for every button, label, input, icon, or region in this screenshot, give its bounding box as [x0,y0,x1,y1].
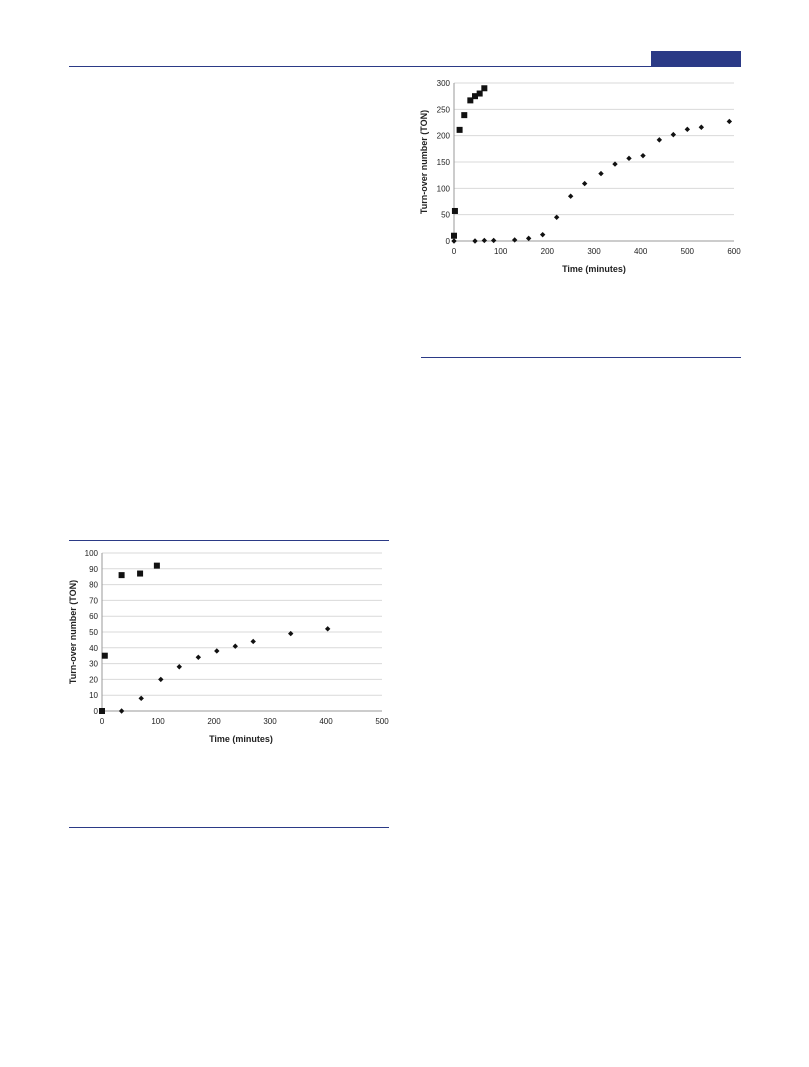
header-rule [69,66,741,67]
x-tick-labels: 0 100 200 300 400 500 600 [452,247,741,256]
chart-grid [454,82,734,216]
square-data-point [451,232,457,239]
x-tick-labels: 0 100 200 300 400 500 [100,717,389,726]
square-data-point [456,126,463,133]
square-data-point [467,97,474,104]
x-tick-label: 100 [494,247,508,256]
square-data-point [101,652,108,659]
y-tick-label: 100 [85,549,99,558]
diamond-data-point [698,124,705,130]
x-tick-label: 300 [263,717,277,726]
diamond-data-point [481,237,488,244]
diamond-data-point [640,152,646,159]
diamond-data-point [214,648,220,654]
diamond-data-point [684,126,691,133]
diamond-data-point [726,118,733,125]
y-tick-label: 90 [89,565,98,574]
diamond-data-point [581,180,588,187]
diamond-data-point [195,654,202,660]
diamond-data-point [525,235,532,242]
x-tick-label: 600 [727,247,741,256]
square-data-point [99,708,105,714]
diamond-data-point [598,170,604,177]
y-axis-title: Turn-over number (TON) [419,110,429,214]
x-axis-title: Time (minutes) [209,734,273,744]
chart-axes [101,553,382,712]
square-data-point [137,570,144,577]
diamond-data-point [324,626,331,632]
x-tick-label: 400 [319,717,333,726]
square-data-point [118,572,125,579]
y-tick-label: 250 [437,105,451,114]
diamond-data-point [158,676,164,683]
y-tick-label: 40 [89,644,98,653]
figure-2-top-rule [69,540,389,541]
y-tick-label: 60 [89,612,98,621]
data-points [99,562,331,714]
diamond-data-point [490,237,497,244]
diamond-data-point [451,238,457,244]
square-data-point [451,207,458,214]
y-tick-label: 200 [437,132,451,141]
square-data-point [472,93,478,100]
y-tick-label: 300 [437,79,451,88]
x-tick-label: 200 [541,247,555,256]
diamond-data-point [656,137,663,143]
square-data-point [461,112,468,119]
y-tick-label: 70 [89,596,98,605]
header-accent-block [651,51,741,66]
x-tick-label: 500 [681,247,695,256]
x-tick-label: 400 [634,247,648,256]
diamond-data-point [176,664,182,670]
y-tick-label: 80 [89,581,98,590]
diamond-data-point [553,214,560,220]
ton-vs-time-chart-600min: 0 50 100 150 200 250 300 0 100 200 300 400 500 600 T… [419,79,741,274]
x-tick-label: 200 [207,717,221,726]
diamond-data-point [118,708,125,714]
y-tick-label: 20 [89,675,98,684]
figure-2-bottom-rule [69,827,389,828]
figure-1-bottom-rule [421,357,741,358]
y-tick-label: 0 [446,237,451,246]
diamond-data-point [511,237,518,243]
y-axis-title: Turn-over number (TON) [68,580,78,684]
y-tick-label: 50 [89,628,98,637]
y-tick-labels: 0 10 20 30 40 50 60 70 80 90 100 [85,549,99,716]
x-tick-label: 100 [151,717,165,726]
diamond-data-point [250,638,256,645]
diamond-data-point [539,231,546,238]
x-tick-label: 0 [452,247,457,256]
diamond-data-point [567,193,574,199]
chart-axes [453,83,734,242]
y-tick-label: 10 [89,691,98,700]
x-axis-title: Time (minutes) [562,264,626,274]
y-tick-label: 0 [94,707,99,716]
y-tick-labels: 0 50 100 150 200 250 300 [437,79,451,246]
y-tick-label: 30 [89,660,98,669]
chart-grid [102,552,382,696]
diamond-data-point [670,131,677,138]
square-data-point [481,85,488,92]
x-tick-label: 0 [100,717,105,726]
diamond-data-point [612,161,618,167]
x-tick-label: 500 [375,717,389,726]
y-tick-label: 100 [437,184,451,193]
diamond-data-point [626,155,632,162]
y-tick-label: 50 [441,211,450,220]
diamond-data-point [138,695,144,702]
y-tick-label: 150 [437,158,451,167]
square-data-point [153,562,160,569]
x-tick-label: 300 [587,247,601,256]
diamond-data-point [472,238,478,244]
square-data-point [476,90,483,97]
